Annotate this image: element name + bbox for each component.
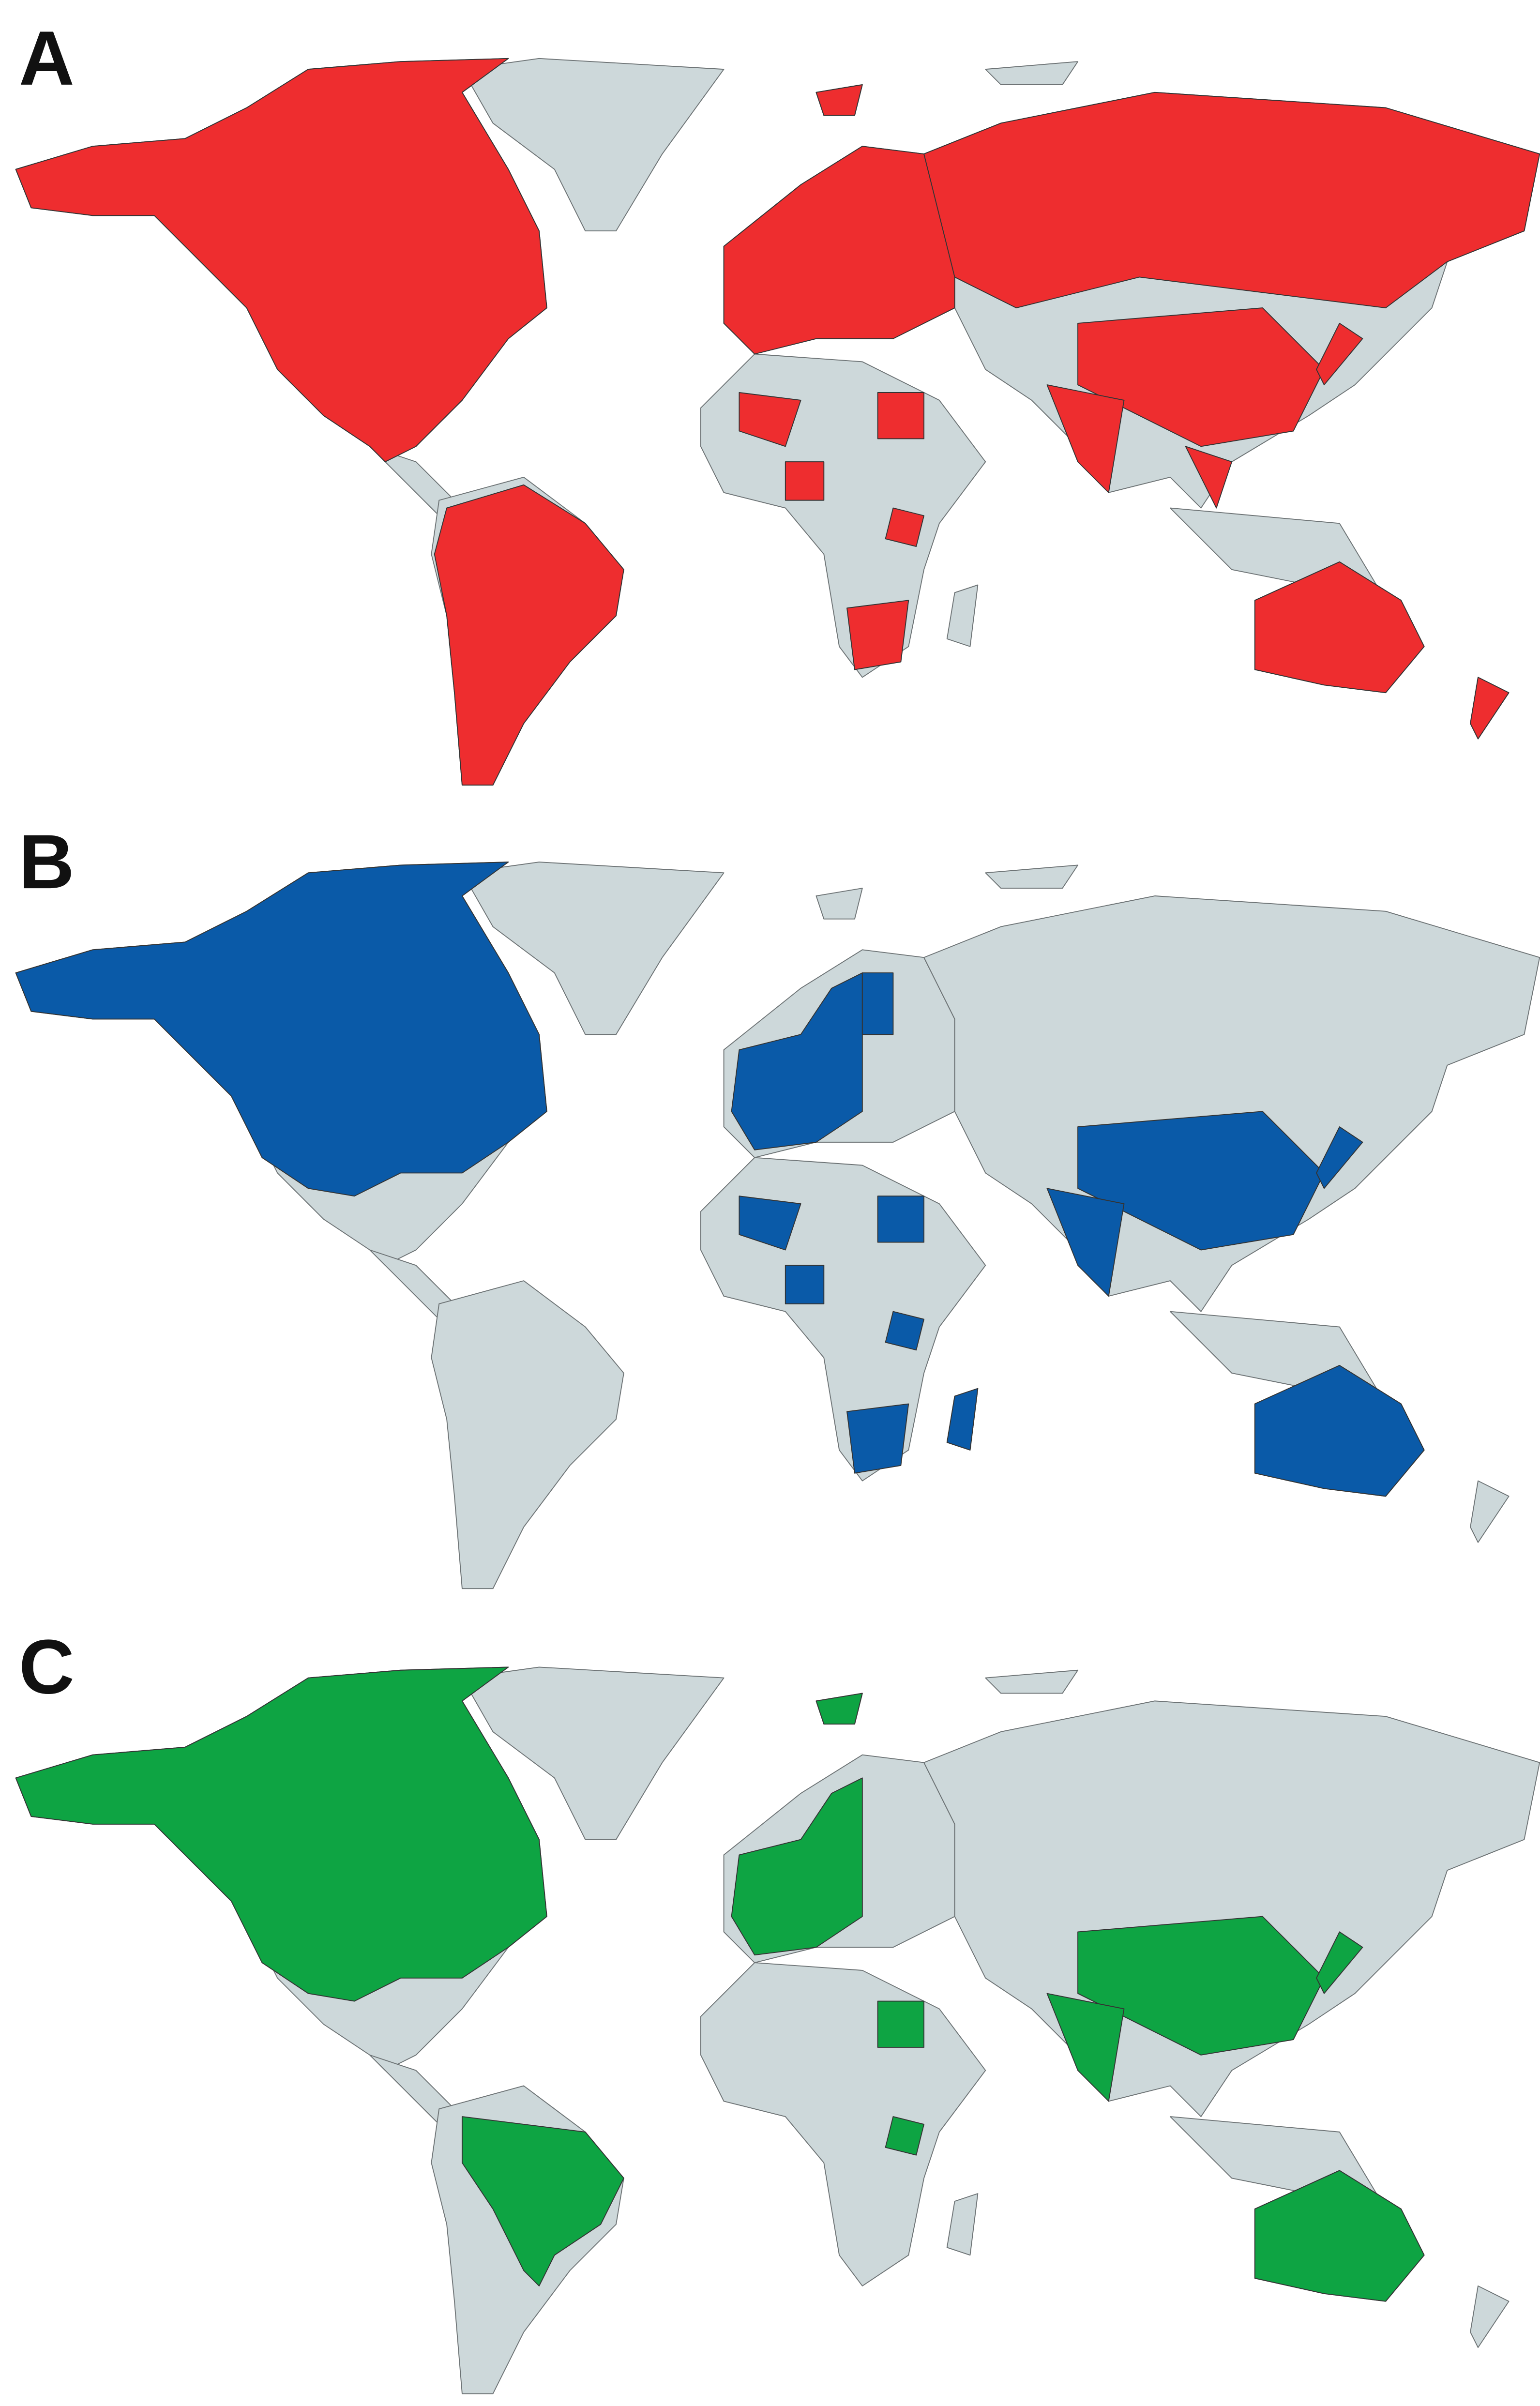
land (923, 1700, 1540, 2118)
highlighted-country (1316, 322, 1363, 386)
highlighted-country (861, 972, 894, 1035)
highlighted-country (1077, 1111, 1325, 1251)
map-panel: B (15, 818, 1540, 1589)
land (923, 895, 1540, 1312)
highlighted-country (1254, 2170, 1425, 2302)
highlighted-country (785, 461, 825, 501)
highlighted-country (815, 1693, 863, 1725)
land (461, 58, 725, 232)
highlighted-country (885, 2116, 924, 2156)
highlighted-country (877, 392, 924, 439)
panel-label: A (19, 15, 75, 101)
land (985, 864, 1079, 889)
highlighted-country (15, 862, 547, 1197)
land (700, 1962, 986, 2286)
highlighted-country (877, 2000, 924, 2048)
land (461, 1666, 725, 1840)
highlighted-country (15, 58, 547, 463)
panel-label: B (19, 818, 75, 905)
highlighted-country (461, 2116, 624, 2286)
highlighted-country (846, 600, 909, 670)
highlighted-country (1046, 384, 1125, 493)
panel-label: C (19, 1623, 75, 1710)
highlighted-country (923, 91, 1540, 309)
land (1470, 2285, 1510, 2348)
land (815, 888, 863, 920)
highlighted-country (723, 146, 955, 355)
land (985, 1669, 1079, 1694)
land (985, 61, 1079, 85)
land (946, 584, 979, 647)
highlighted-country (885, 1311, 924, 1351)
highlighted-country (731, 1777, 863, 1956)
highlighted-country (1470, 677, 1510, 740)
highlighted-country (1316, 1931, 1363, 1994)
highlighted-country (1077, 307, 1325, 447)
highlighted-country (1254, 1365, 1425, 1497)
land (431, 1280, 624, 1589)
highlighted-country (815, 84, 863, 116)
highlighted-country (739, 392, 801, 447)
highlighted-country (1185, 446, 1233, 509)
highlighted-country (1046, 1188, 1125, 1297)
highlighted-country (434, 484, 624, 786)
map-panel: C (15, 1623, 1540, 2394)
highlighted-country (1046, 1993, 1125, 2102)
highlighted-country (15, 1666, 547, 2002)
map-panel: A (15, 15, 1540, 786)
highlighted-country (1077, 1916, 1325, 2056)
highlighted-country (946, 1388, 979, 1451)
highlighted-country (1254, 561, 1425, 694)
land (1470, 1480, 1510, 1543)
land (946, 2193, 979, 2256)
highlighted-country (885, 507, 924, 547)
highlighted-country (739, 1195, 801, 1251)
highlighted-country (731, 972, 863, 1150)
highlighted-country (1316, 1126, 1363, 1189)
land (461, 862, 725, 1035)
highlighted-country (846, 1403, 909, 1474)
highlighted-country (877, 1195, 924, 1243)
highlighted-country (785, 1265, 825, 1304)
